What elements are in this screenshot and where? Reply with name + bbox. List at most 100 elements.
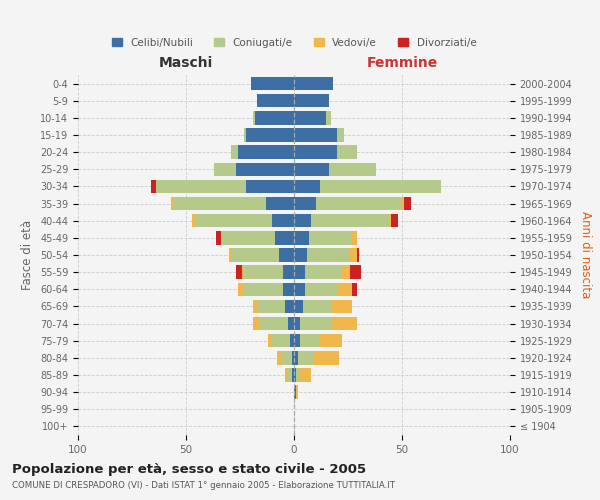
Bar [294,248,307,262]
Bar [193,214,194,228]
Text: COMUNE DI CRESPADORO (VI) - Dati ISTAT 1° gennaio 2005 - Elaborazione TUTTITALIA: COMUNE DI CRESPADORO (VI) - Dati ISTAT 1… [12,481,395,490]
Bar [320,180,441,193]
Bar [331,300,352,313]
Bar [236,162,294,176]
Bar [277,351,281,364]
Bar [294,334,301,347]
Bar [316,197,402,210]
Bar [259,317,287,330]
Bar [337,128,344,141]
Bar [251,77,294,90]
Bar [238,282,244,296]
Bar [272,334,290,347]
Bar [311,214,389,228]
Bar [255,111,294,124]
Bar [216,231,221,244]
Bar [279,248,294,262]
Bar [352,231,356,244]
Bar [294,386,296,399]
Bar [309,231,352,244]
Bar [247,180,294,193]
Bar [238,146,294,159]
Bar [266,197,294,210]
Bar [329,162,376,176]
Bar [244,282,283,296]
Bar [294,111,326,124]
Bar [253,111,255,124]
Bar [253,317,259,330]
Bar [173,197,266,210]
Bar [301,368,311,382]
Bar [292,351,294,364]
Bar [253,300,257,313]
Bar [294,368,296,382]
Bar [294,282,305,296]
Bar [294,317,301,330]
Bar [294,128,337,141]
Bar [296,368,301,382]
Bar [247,128,294,141]
Bar [356,248,359,262]
Bar [320,334,341,347]
Bar [404,197,410,210]
Bar [272,214,294,228]
Bar [287,368,292,382]
Bar [194,214,272,228]
Bar [337,282,352,296]
Bar [305,266,341,279]
Bar [313,351,340,364]
Bar [294,162,329,176]
Bar [296,386,298,399]
Bar [229,248,232,262]
Text: Femmine: Femmine [367,56,437,70]
Bar [301,317,331,330]
Bar [298,351,313,364]
Bar [242,266,244,279]
Bar [302,300,331,313]
Bar [402,197,404,210]
Bar [294,197,316,210]
Bar [294,351,298,364]
Bar [290,334,294,347]
Bar [283,266,294,279]
Bar [244,266,283,279]
Bar [305,282,337,296]
Bar [350,248,356,262]
Bar [326,111,331,124]
Bar [257,94,294,108]
Bar [294,146,337,159]
Bar [337,146,356,159]
Bar [275,231,294,244]
Bar [294,180,320,193]
Bar [232,248,279,262]
Legend: Celibi/Nubili, Coniugati/e, Vedovi/e, Divorziati/e: Celibi/Nubili, Coniugati/e, Vedovi/e, Di… [107,34,481,52]
Bar [307,248,350,262]
Y-axis label: Anni di nascita: Anni di nascita [579,212,592,298]
Bar [294,94,329,108]
Bar [341,266,350,279]
Bar [236,266,242,279]
Bar [294,77,333,90]
Text: Popolazione per età, sesso e stato civile - 2005: Popolazione per età, sesso e stato civil… [12,462,366,475]
Bar [350,266,361,279]
Bar [244,128,247,141]
Bar [151,180,156,193]
Bar [391,214,398,228]
Bar [294,300,302,313]
Bar [294,214,311,228]
Y-axis label: Fasce di età: Fasce di età [22,220,34,290]
Bar [389,214,391,228]
Bar [232,146,238,159]
Bar [171,197,173,210]
Bar [221,231,275,244]
Bar [292,368,294,382]
Bar [257,300,286,313]
Bar [281,351,292,364]
Bar [283,282,294,296]
Text: Maschi: Maschi [159,56,213,70]
Bar [286,300,294,313]
Bar [301,334,320,347]
Bar [287,317,294,330]
Bar [331,317,356,330]
Bar [214,162,236,176]
